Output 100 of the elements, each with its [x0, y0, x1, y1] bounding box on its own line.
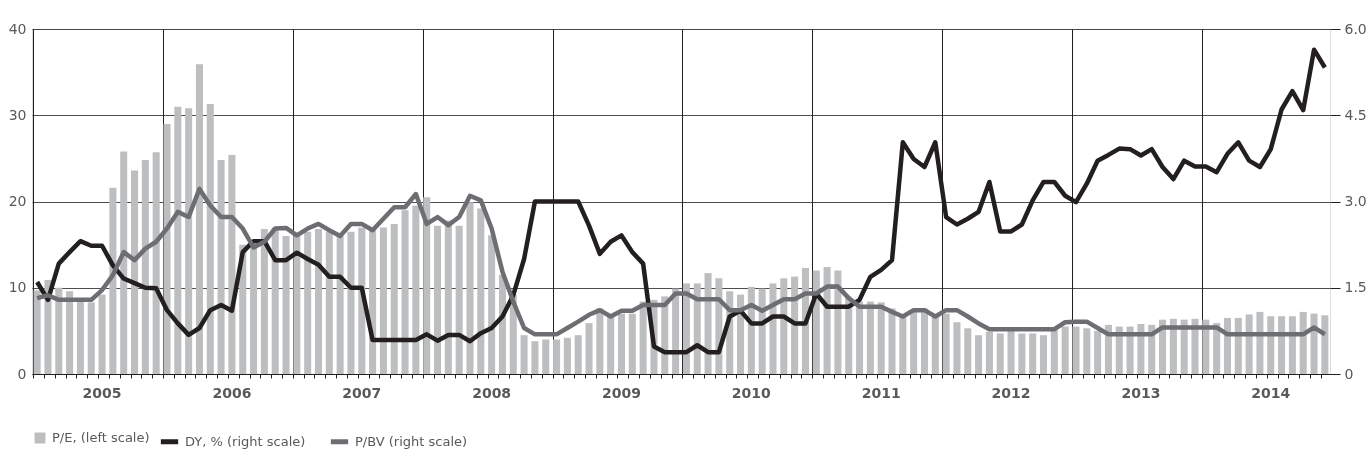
bar — [1245, 314, 1253, 374]
bar — [217, 160, 225, 374]
bar — [942, 313, 950, 374]
bar — [1278, 316, 1286, 374]
bar — [1050, 329, 1058, 374]
bar — [1094, 330, 1102, 374]
x-tick-label: 2014 — [1251, 384, 1291, 401]
x-tick-label: 2005 — [82, 384, 122, 401]
bar — [899, 316, 907, 374]
bar — [434, 225, 442, 374]
bar — [152, 152, 160, 374]
legend-label: P/E, (left scale) — [52, 430, 150, 445]
bar — [488, 235, 496, 374]
bar — [888, 308, 896, 374]
x-tick-label: 2006 — [212, 384, 252, 401]
bar — [1299, 311, 1307, 374]
bar — [931, 316, 939, 374]
bar — [163, 123, 171, 374]
y-tick-label: 10 — [8, 279, 27, 296]
x-tick-label: 2010 — [731, 384, 772, 401]
bar — [336, 236, 344, 374]
bar — [141, 160, 149, 374]
bar — [877, 302, 885, 374]
x-tick-label: 2011 — [861, 384, 901, 401]
bar — [55, 287, 63, 374]
bar — [477, 208, 485, 374]
bar — [1321, 315, 1329, 374]
x-tick-label: 2009 — [602, 384, 641, 401]
bar — [412, 205, 420, 374]
y2-tick-label: 3.0 — [1344, 193, 1367, 209]
bar — [1223, 317, 1231, 374]
bar — [520, 335, 528, 374]
bar — [996, 333, 1004, 374]
bar — [206, 104, 214, 374]
bar — [1310, 313, 1318, 374]
bar — [33, 290, 41, 374]
bar — [66, 291, 74, 374]
bar — [574, 335, 582, 374]
bar — [358, 227, 366, 374]
y2-tick-label: 6.0 — [1344, 20, 1367, 37]
bar — [466, 202, 474, 374]
bar — [455, 225, 463, 374]
x-tick-label: 2012 — [991, 384, 1031, 401]
y2-tick-label: 1.5 — [1344, 279, 1367, 296]
bar — [856, 301, 864, 374]
bar — [1288, 316, 1296, 374]
bar — [563, 337, 571, 374]
bar — [975, 335, 983, 374]
y2-tick-label: 0 — [1344, 365, 1354, 382]
bar — [1083, 328, 1091, 374]
bar — [1202, 319, 1210, 374]
bar — [87, 302, 95, 374]
bar — [553, 339, 561, 374]
x-tick-label: 2013 — [1121, 384, 1161, 401]
bar — [271, 227, 279, 374]
bar — [639, 301, 647, 374]
bar — [1029, 333, 1037, 374]
bar — [617, 313, 625, 374]
bar — [585, 323, 593, 374]
bar — [953, 322, 961, 374]
bar — [325, 231, 333, 374]
bar — [1169, 318, 1177, 374]
bar — [1267, 316, 1275, 374]
bar — [401, 210, 409, 374]
bar — [314, 229, 323, 374]
bar — [304, 231, 312, 374]
bar — [1256, 311, 1264, 374]
bar — [531, 341, 539, 374]
bar — [964, 328, 972, 374]
bar — [1191, 318, 1199, 374]
bar — [120, 151, 128, 374]
bar — [185, 108, 193, 374]
bar — [379, 227, 387, 374]
bar — [985, 331, 993, 374]
bar — [174, 106, 182, 374]
bar — [293, 236, 301, 374]
bar — [390, 223, 398, 374]
bar — [1018, 333, 1026, 374]
bar — [1007, 330, 1015, 374]
bar — [250, 244, 258, 374]
bar — [228, 154, 236, 374]
bar — [910, 310, 918, 374]
y-tick-label: 0 — [17, 365, 27, 382]
bar — [542, 339, 550, 374]
bar — [282, 236, 290, 374]
bar — [423, 197, 431, 374]
bar — [76, 301, 84, 374]
y-tick-label: 30 — [8, 106, 27, 123]
bar — [607, 316, 615, 374]
bar — [260, 229, 268, 374]
bar — [1072, 326, 1080, 374]
bar — [1159, 319, 1167, 374]
bar — [1234, 317, 1242, 374]
bar — [596, 308, 604, 374]
y-tick-label: 40 — [8, 20, 27, 37]
legend-label: DY, % (right scale) — [185, 433, 306, 449]
bar — [1180, 319, 1188, 374]
bar — [444, 220, 452, 374]
bar — [628, 313, 636, 374]
bar — [195, 64, 203, 374]
